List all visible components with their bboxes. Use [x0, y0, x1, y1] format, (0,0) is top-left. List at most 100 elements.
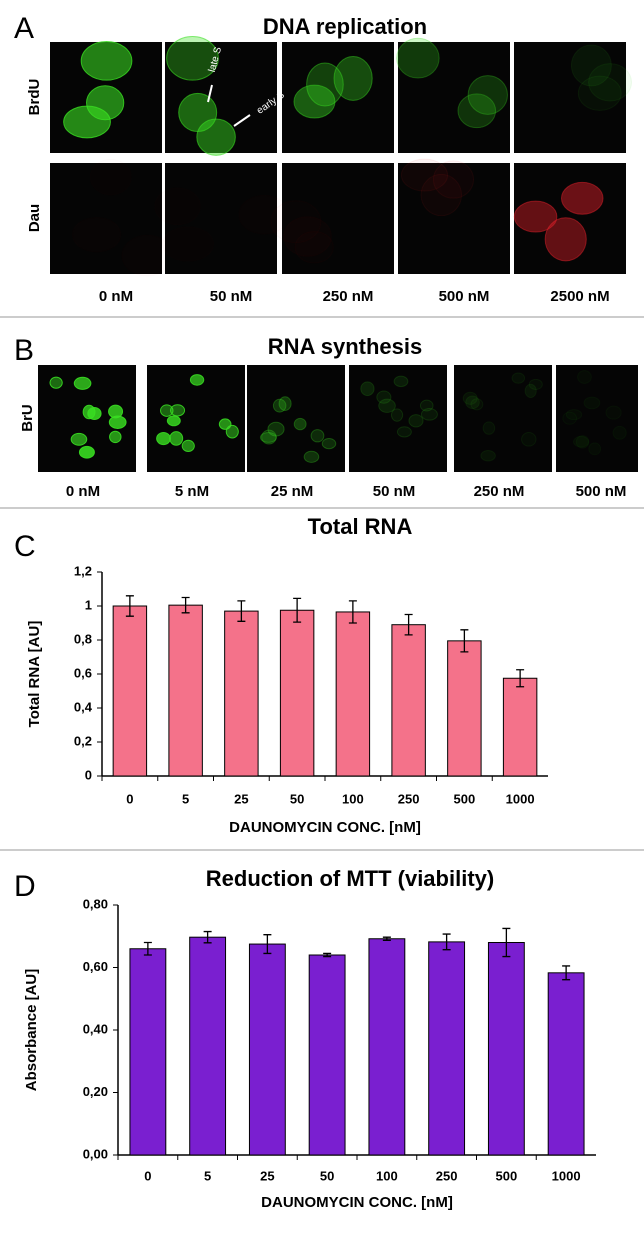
- micrograph: [556, 365, 638, 472]
- error-bar: [181, 596, 190, 614]
- arrow: [233, 114, 251, 127]
- x-tick-label: 50: [290, 791, 304, 806]
- cell: [570, 44, 612, 87]
- y-axis-label: Absorbance [AU]: [23, 969, 40, 1092]
- arrow: [207, 84, 213, 103]
- cell: [321, 438, 337, 450]
- cell: [396, 426, 412, 438]
- micrograph: [282, 163, 394, 274]
- cell: [303, 450, 320, 463]
- bar: [279, 609, 315, 777]
- cell: [560, 181, 604, 215]
- micrograph: [282, 42, 394, 153]
- x-tick-label: 500: [454, 791, 476, 806]
- panel-letter: C: [14, 530, 36, 563]
- y-tick-label: 0,4: [74, 699, 93, 714]
- cell: [482, 421, 496, 435]
- cell: [462, 391, 478, 405]
- bar: [502, 677, 538, 777]
- cell: [272, 398, 287, 413]
- cell: [378, 398, 396, 413]
- error-bar: [442, 933, 451, 951]
- x-tick-label: 5: [182, 791, 189, 806]
- bar: [368, 938, 406, 1156]
- micrograph: [247, 365, 345, 472]
- cell: [169, 431, 184, 446]
- cell: [562, 411, 578, 425]
- cell: [218, 418, 232, 430]
- y-tick-label: 0,2: [74, 733, 92, 748]
- cell: [400, 158, 449, 192]
- y-tick-label: 0,8: [74, 631, 92, 646]
- y-tick-label: 1: [85, 597, 92, 612]
- column-label: 2500 nM: [550, 288, 609, 305]
- y-tick-label: 0,6: [74, 665, 92, 680]
- cell: [73, 218, 121, 252]
- cell: [396, 37, 440, 79]
- cell: [575, 435, 590, 449]
- cell: [181, 439, 195, 453]
- panel-title: RNA synthesis: [268, 334, 422, 359]
- cell: [259, 432, 277, 443]
- bar: [189, 936, 227, 1156]
- x-tick-label: 50: [320, 1168, 334, 1183]
- error-bar: [323, 952, 332, 958]
- cell: [196, 118, 236, 156]
- y-tick-label: 1,2: [74, 563, 92, 578]
- error-bar: [263, 934, 272, 955]
- column-label: 50 nM: [210, 288, 253, 305]
- micrograph: [349, 365, 447, 472]
- cell: [90, 159, 131, 195]
- error-bar: [502, 927, 511, 958]
- cell: [612, 425, 627, 440]
- error-bar: [404, 613, 413, 636]
- chart-title: Total RNA: [308, 514, 413, 539]
- cell: [163, 227, 214, 261]
- micrograph: [398, 42, 510, 153]
- column-label: 250 nM: [323, 288, 374, 305]
- cell: [528, 378, 543, 390]
- cell: [420, 173, 463, 217]
- cell: [480, 450, 496, 462]
- bar: [112, 605, 148, 777]
- panel-letter: A: [14, 12, 34, 45]
- cell: [605, 405, 622, 420]
- cell: [293, 417, 307, 431]
- micrograph: [454, 365, 552, 472]
- cell: [293, 84, 336, 119]
- y-tick-label: 0,20: [83, 1084, 108, 1099]
- column-label: 250 nM: [474, 483, 525, 500]
- cell: [521, 432, 537, 447]
- row-label: Dau: [26, 204, 43, 232]
- cell: [267, 421, 285, 437]
- cell: [160, 404, 174, 417]
- cell: [278, 396, 292, 411]
- x-tick-label: 25: [234, 791, 248, 806]
- cell: [306, 62, 344, 107]
- cell: [49, 376, 63, 389]
- bar: [547, 972, 585, 1156]
- row-label: BrU: [19, 404, 36, 432]
- micrograph: [50, 163, 162, 274]
- x-tick-label: 0: [144, 1168, 151, 1183]
- x-tick-label: 100: [342, 791, 364, 806]
- y-tick-label: 0: [85, 767, 92, 782]
- bar: [129, 948, 167, 1156]
- x-tick-label: 1000: [552, 1168, 581, 1183]
- cell: [467, 75, 508, 115]
- cell: [82, 404, 96, 420]
- cell: [261, 429, 277, 445]
- cell: [419, 399, 434, 412]
- panel-letter: D: [14, 870, 36, 903]
- column-label: 25 nM: [271, 483, 314, 500]
- cell: [390, 408, 404, 422]
- cell: [588, 442, 602, 456]
- cell: [457, 93, 497, 129]
- x-tick-label: 250: [436, 1168, 458, 1183]
- cell: [166, 36, 219, 81]
- error-bar: [293, 597, 302, 623]
- error-bar: [382, 936, 391, 941]
- x-tick-label: 0: [126, 791, 133, 806]
- cell: [108, 415, 127, 429]
